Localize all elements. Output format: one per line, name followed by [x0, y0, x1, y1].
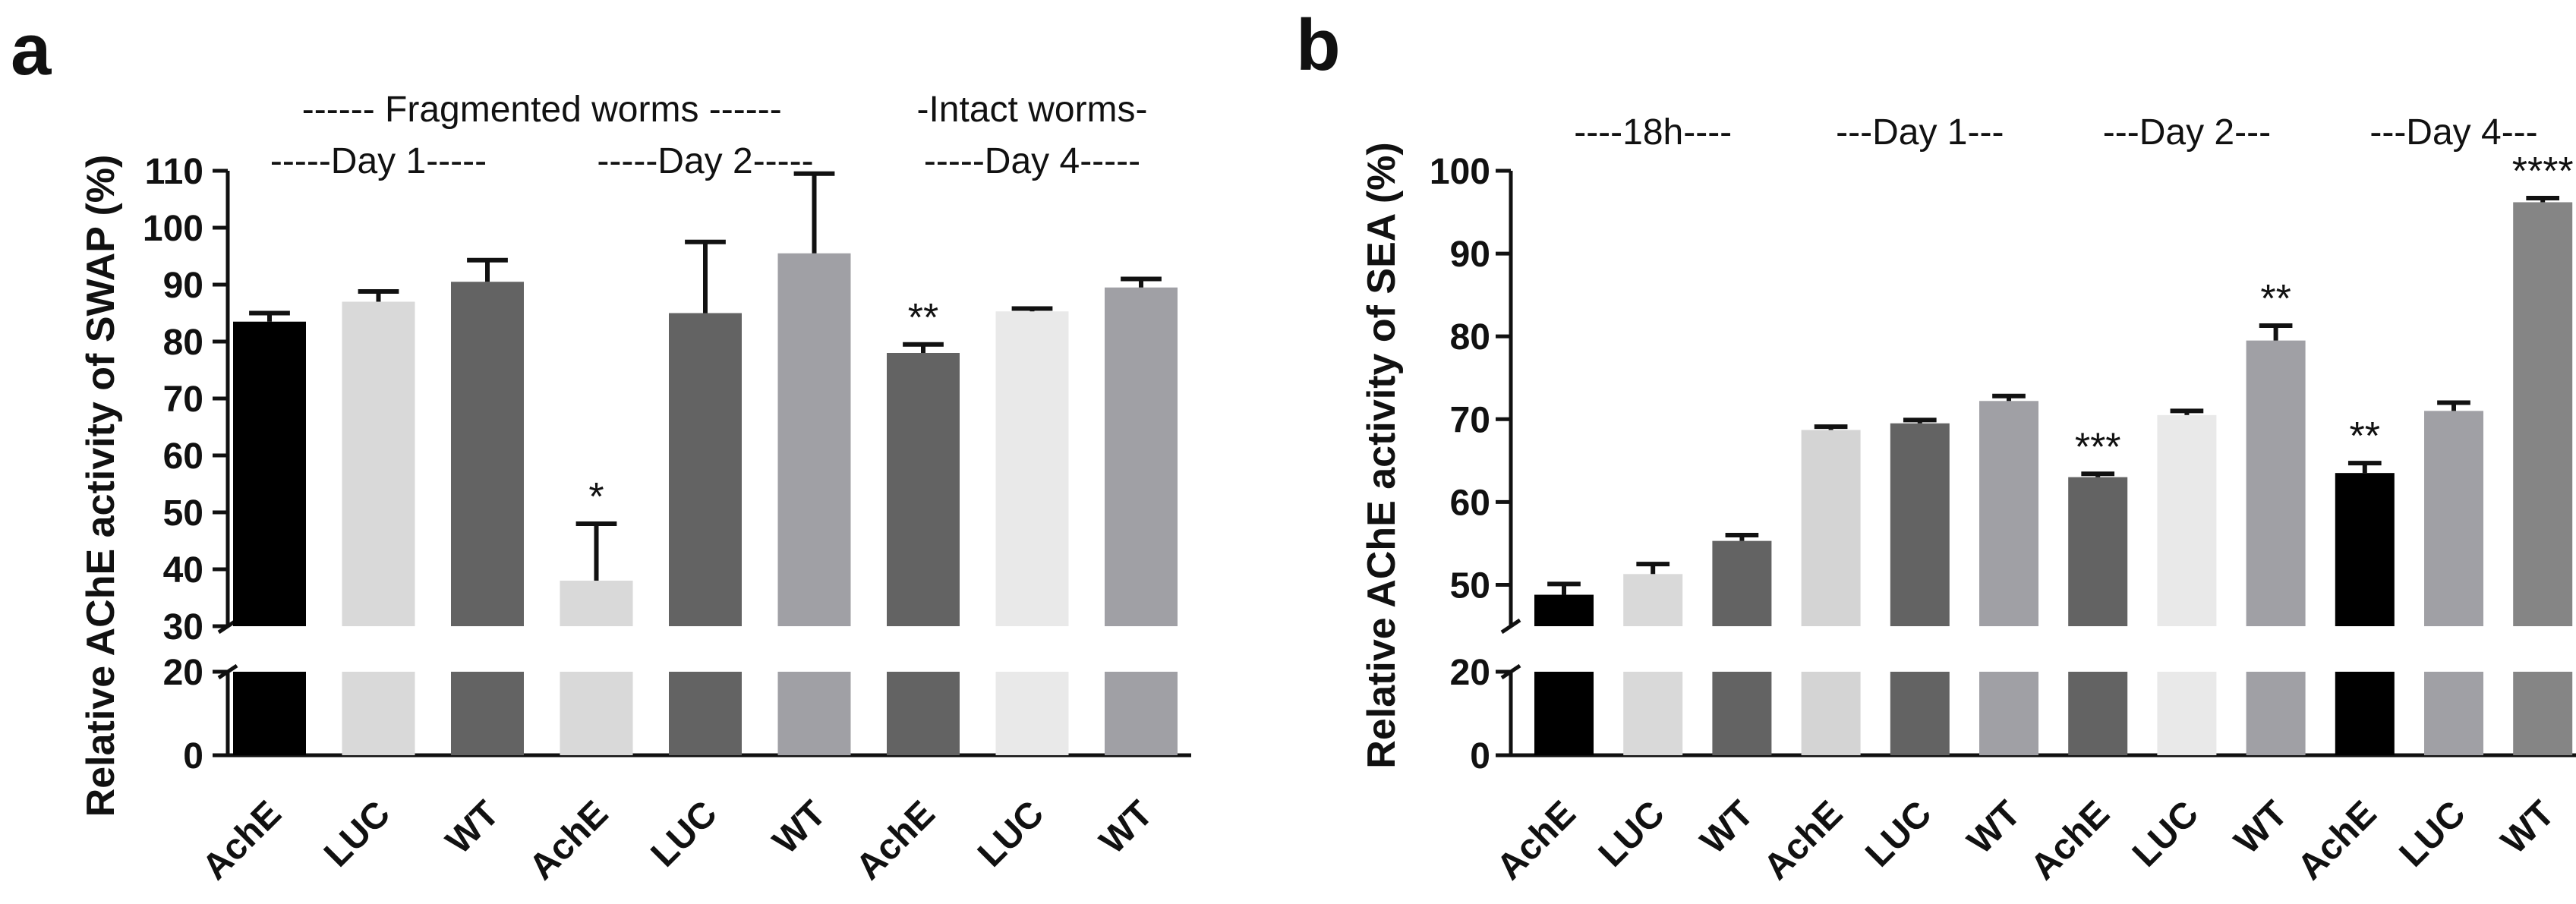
b-bar-upper — [2246, 340, 2306, 626]
b-bar-upper — [2157, 414, 2217, 626]
a-y-tick-label: 70 — [163, 380, 203, 420]
a-bar-lower — [887, 672, 960, 755]
b-group-label: ---Day 4--- — [2369, 112, 2537, 153]
a-significance-marker: ** — [908, 296, 938, 340]
a-bar-lower — [560, 672, 633, 755]
b-bar-upper — [2335, 473, 2395, 626]
a-y-tick-label: 20 — [163, 653, 203, 693]
a-y-tick-label: 100 — [143, 209, 203, 249]
b-bar-upper — [1801, 430, 1861, 626]
b-bar-lower — [1890, 672, 1950, 755]
b-bar-upper — [2068, 477, 2128, 626]
b-bar-lower — [1979, 672, 2038, 755]
a-y-tick-label: 30 — [163, 607, 203, 647]
b-bar-lower — [2335, 672, 2395, 755]
a-y-tick-label: 40 — [163, 550, 203, 591]
b-bar-lower — [2246, 672, 2306, 755]
a-y-tick-label: 90 — [163, 266, 203, 306]
a-bar-lower — [451, 672, 524, 755]
a-bar-upper — [887, 353, 960, 626]
b-y-tick-label: 60 — [1450, 483, 1490, 523]
a-y-tick-label: 50 — [163, 493, 203, 534]
b-bar-lower — [2068, 672, 2128, 755]
a-bar-lower — [233, 672, 306, 755]
b-y-tick-label: 0 — [1470, 736, 1490, 776]
b-bar-lower — [2513, 672, 2573, 755]
b-group-label: ----18h---- — [1574, 112, 1732, 153]
a-y-tick-label: 110 — [145, 152, 203, 192]
a-bar-upper — [1105, 287, 1178, 626]
b-group-label: ---Day 1--- — [1836, 112, 2004, 153]
b-axis-break-upper — [1500, 618, 1521, 635]
a-group-label: -----Day 2----- — [597, 141, 813, 181]
a-bar-upper — [233, 321, 306, 626]
b-significance-marker: ** — [2350, 414, 2380, 458]
b-bar-lower — [2157, 672, 2217, 755]
b-bar-lower — [1801, 672, 1861, 755]
a-bar-upper — [560, 581, 633, 626]
b-y-tick-label: 50 — [1450, 565, 1490, 606]
a-bar-lower — [342, 672, 415, 755]
b-bar-lower — [1712, 672, 1772, 755]
b-bar-upper — [1890, 423, 1950, 626]
panel-b-y-axis-title: Relative AChE activity of SEA (%) — [1360, 142, 1404, 768]
a-bar-upper — [451, 282, 524, 626]
b-bar-lower — [2424, 672, 2483, 755]
b-bar-upper — [1712, 540, 1772, 626]
a-bar-upper — [995, 311, 1069, 626]
b-bar-upper — [2513, 202, 2573, 626]
a-bar-lower — [669, 672, 742, 755]
b-significance-marker: ** — [2260, 277, 2291, 321]
panel-b-letter: b — [1296, 5, 1341, 86]
b-group-label: ---Day 2--- — [2103, 112, 2271, 153]
a-bar-lower — [1105, 672, 1178, 755]
panel-b-chart: b Relative AChE activity of SEA (%) 50 60… — [1296, 5, 2576, 888]
b-bar-lower — [1623, 672, 1683, 755]
b-y-tick-label: 80 — [1450, 317, 1490, 358]
panel-a-letter: a — [11, 9, 52, 90]
a-header-label: -Intact worms- — [916, 90, 1147, 130]
b-bar-lower — [1534, 672, 1594, 755]
b-bar-upper — [1979, 401, 2038, 626]
b-y-tick-label: 70 — [1450, 400, 1490, 440]
b-y-tick-label: 90 — [1450, 235, 1490, 275]
a-group-label: -----Day 1----- — [270, 141, 487, 181]
a-axis-break-lower — [217, 663, 238, 680]
b-y-tick-label: 20 — [1450, 653, 1490, 693]
a-y-tick-label: 80 — [163, 323, 203, 363]
b-bar-upper — [1534, 594, 1594, 626]
a-bar-lower — [995, 672, 1069, 755]
panel-a-y-axis-title: Relative AChE activity of SWAP (%) — [79, 155, 123, 817]
b-y-tick-label: 100 — [1430, 152, 1490, 192]
b-bar-upper — [2424, 411, 2483, 626]
a-bar-lower — [777, 672, 851, 755]
a-group-label: -----Day 4----- — [924, 141, 1140, 181]
a-y-tick-label: 60 — [163, 436, 203, 477]
a-y-tick-label: 0 — [183, 736, 203, 776]
b-axis-break-lower — [1500, 663, 1521, 680]
b-significance-marker: **** — [2512, 150, 2574, 194]
a-bar-upper — [777, 253, 851, 626]
a-bar-upper — [342, 301, 415, 626]
b-bar-upper — [1623, 574, 1683, 626]
a-significance-marker: * — [588, 475, 604, 519]
a-header-label: ------ Fragmented worms ------ — [302, 90, 782, 130]
b-significance-marker: *** — [2075, 425, 2121, 469]
a-bar-upper — [669, 313, 742, 626]
